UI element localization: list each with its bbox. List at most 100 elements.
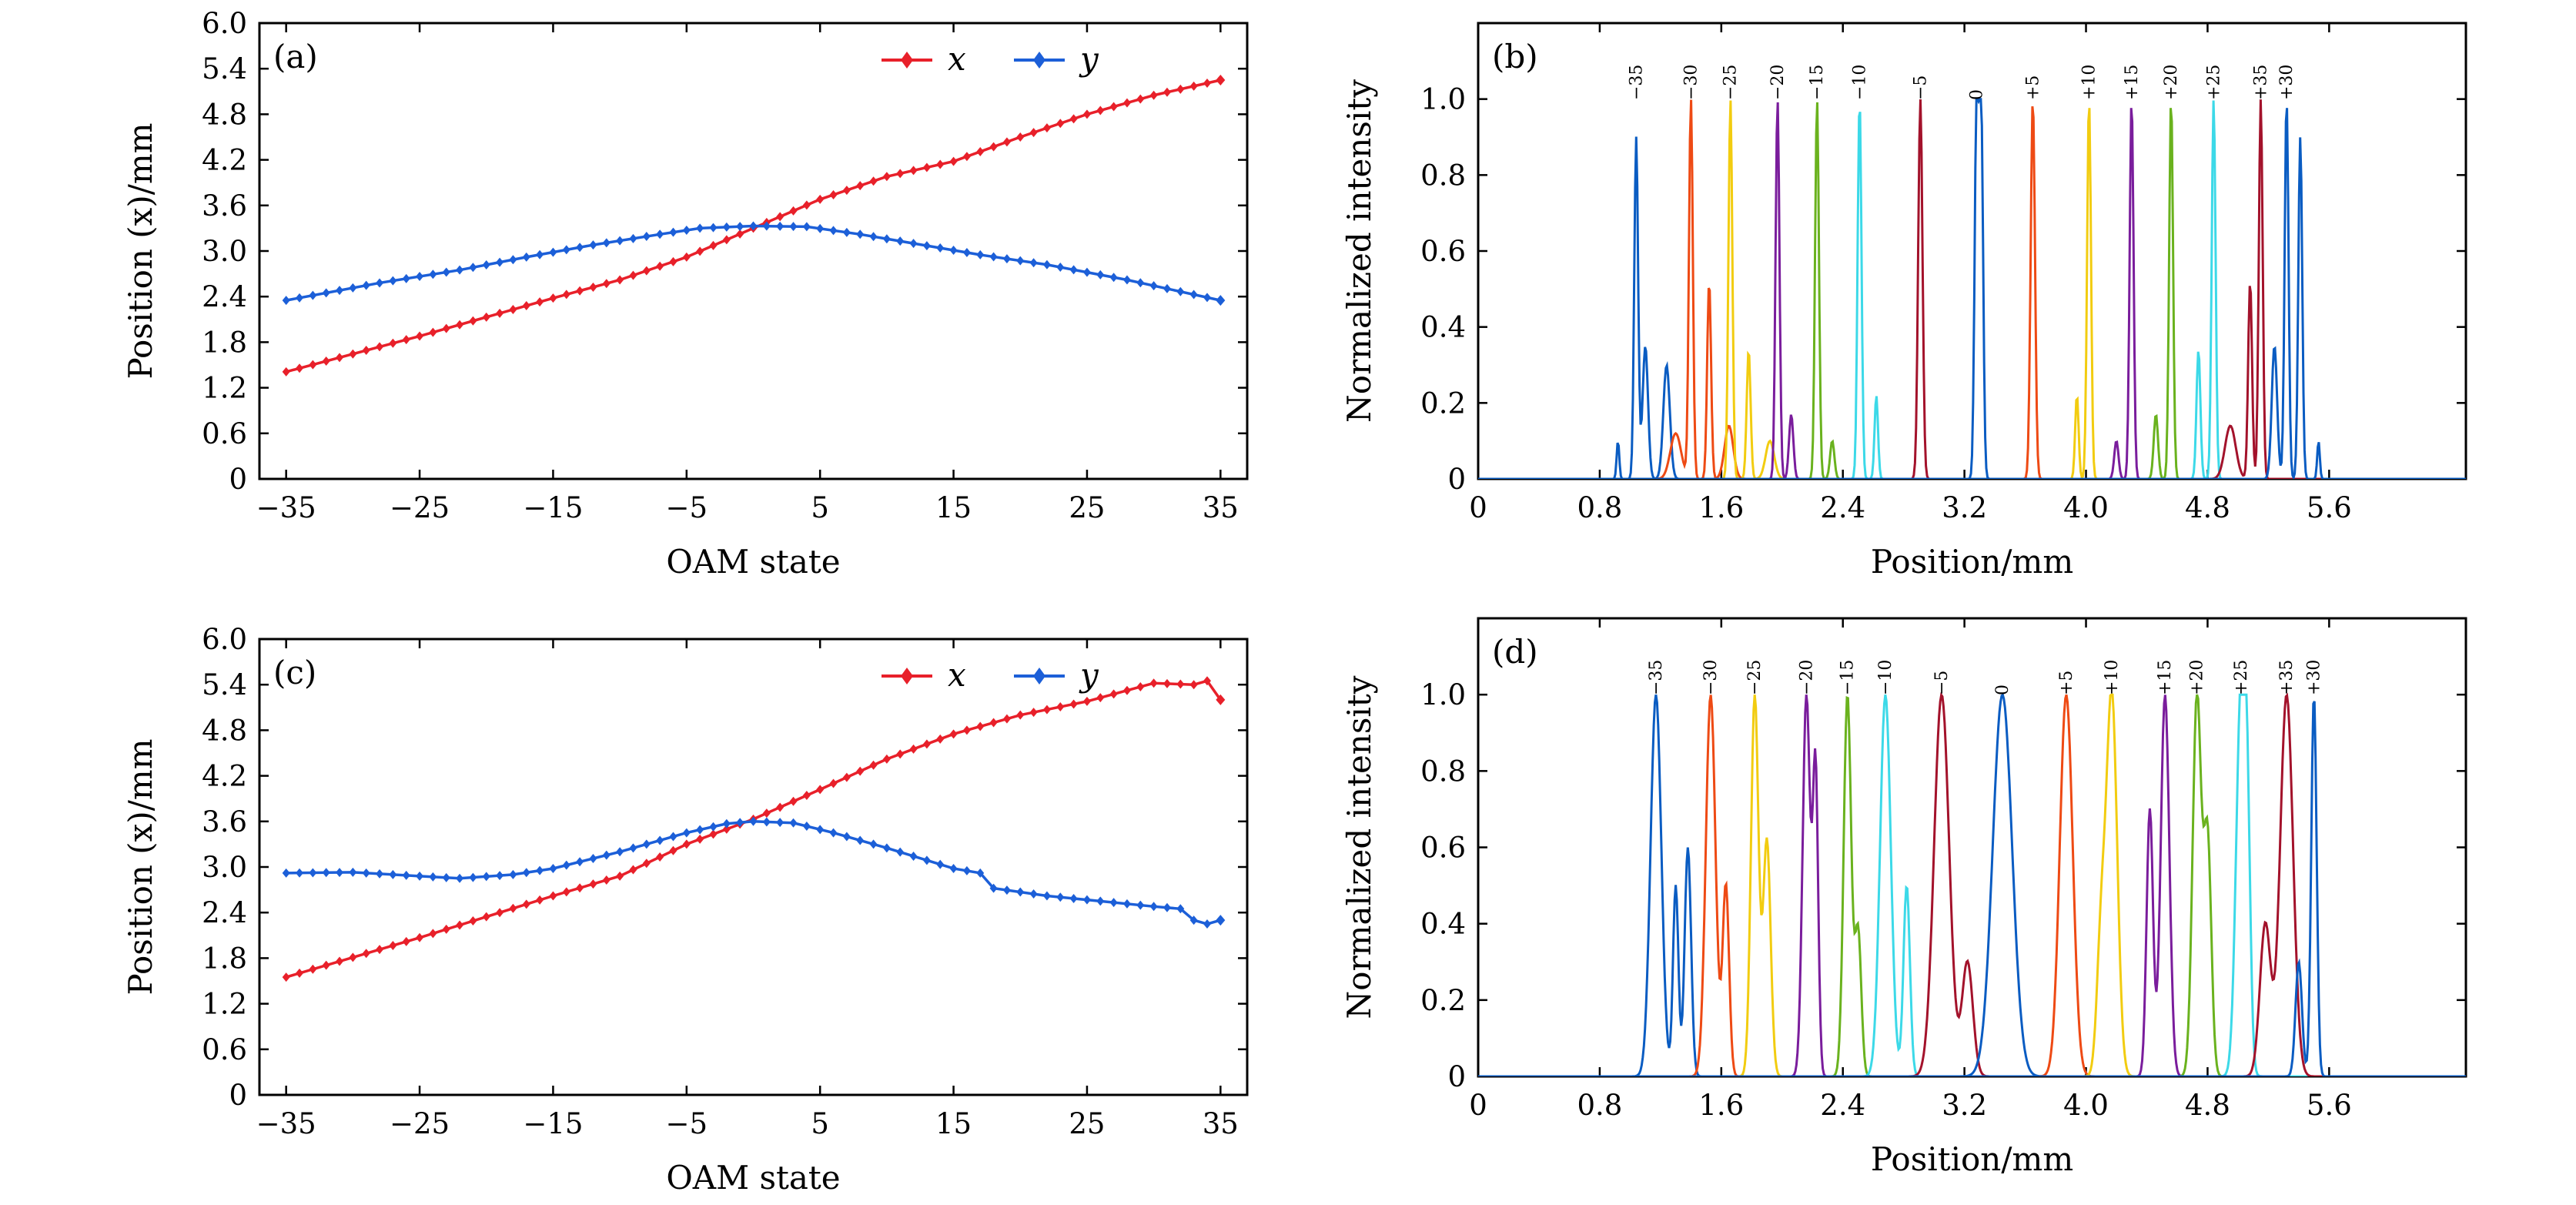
data-point xyxy=(602,850,611,860)
data-point xyxy=(1042,891,1051,901)
data-point xyxy=(322,868,330,878)
data-point xyxy=(309,290,317,300)
y-tick-label: 0 xyxy=(229,463,247,496)
data-point xyxy=(309,868,317,878)
data-point xyxy=(762,808,771,818)
peak-label: −35 xyxy=(1647,660,1666,695)
data-point xyxy=(482,912,490,922)
data-point xyxy=(962,247,971,257)
data-point xyxy=(1056,263,1065,273)
data-point xyxy=(629,843,637,853)
data-point xyxy=(402,870,410,880)
data-point xyxy=(989,142,998,152)
legend-label-x: x xyxy=(948,40,966,78)
data-point xyxy=(1216,75,1226,85)
panel-c: −35 −25 −15 −5 5 15 25 35 0 0.6 1.2 1.8 2.4 3.0 3.6 4.2… xyxy=(122,623,1249,1197)
data-point xyxy=(522,252,530,262)
data-point xyxy=(402,335,410,345)
data-point xyxy=(829,828,838,838)
x-tick-label: 0 xyxy=(1469,1089,1487,1122)
data-point xyxy=(309,360,317,370)
x-tick-label: −5 xyxy=(666,491,708,524)
data-point xyxy=(416,331,424,341)
data-point xyxy=(536,297,544,307)
data-point xyxy=(522,868,530,878)
data-point xyxy=(669,832,677,842)
data-point xyxy=(309,964,317,974)
peak-label: +25 xyxy=(2232,660,2251,695)
data-point xyxy=(722,222,731,232)
data-point xyxy=(709,829,718,839)
data-point xyxy=(1069,893,1078,903)
data-point xyxy=(1069,265,1078,275)
peak-label: 0 xyxy=(1993,685,2012,695)
y-tick-label: 0 xyxy=(1447,1060,1466,1093)
y-tick-label: 4.8 xyxy=(202,98,247,131)
data-point xyxy=(376,342,384,352)
data-point xyxy=(789,796,798,806)
data-point xyxy=(922,162,931,172)
data-point xyxy=(1163,678,1171,688)
data-point xyxy=(442,323,450,333)
data-point xyxy=(829,778,838,788)
data-point xyxy=(536,865,544,875)
data-point xyxy=(909,239,918,249)
data-point xyxy=(1096,693,1105,703)
data-point xyxy=(496,308,504,318)
data-point xyxy=(1216,694,1226,705)
x-tick-label: 0 xyxy=(1469,491,1487,524)
y-tick-label: 5.4 xyxy=(202,52,247,85)
plot-frame xyxy=(258,638,1249,1096)
data-point xyxy=(1163,283,1171,293)
x-tick-label: 4.8 xyxy=(2185,491,2230,524)
data-point xyxy=(1029,128,1038,138)
data-point xyxy=(389,338,397,348)
data-point xyxy=(869,176,878,186)
x-tick-label: 25 xyxy=(1069,491,1105,524)
data-point xyxy=(1082,696,1091,706)
series-line-y xyxy=(286,224,1221,302)
peak-label: +35 xyxy=(2277,660,2297,695)
data-point xyxy=(1109,898,1118,908)
data-point xyxy=(376,945,384,955)
data-point xyxy=(869,839,878,849)
data-point xyxy=(282,296,290,306)
data-point xyxy=(509,903,517,913)
legend-marker-x xyxy=(901,668,913,685)
data-point xyxy=(989,718,998,728)
data-point xyxy=(709,223,718,233)
y-tick-label: 1.2 xyxy=(202,988,247,1021)
data-point xyxy=(509,255,517,265)
x-tick-label: 1.6 xyxy=(1698,491,1744,524)
data-point xyxy=(1002,254,1011,264)
data-point xyxy=(336,353,344,363)
peak-label: +30 xyxy=(2277,65,2297,100)
panel-label-b: (b) xyxy=(1492,38,1538,75)
data-point xyxy=(442,924,450,934)
data-point xyxy=(709,822,718,832)
data-point xyxy=(1042,705,1051,715)
data-point xyxy=(1042,123,1051,133)
y-tick-label: 0.8 xyxy=(1420,159,1466,192)
legend-marker-x xyxy=(901,52,913,69)
data-point xyxy=(629,270,637,280)
data-point xyxy=(722,824,731,834)
data-point xyxy=(429,872,437,882)
data-point xyxy=(949,863,958,873)
data-point xyxy=(1163,902,1171,912)
data-point xyxy=(1122,899,1131,909)
y-tick-label: 0.6 xyxy=(1420,832,1466,865)
data-point xyxy=(802,822,811,832)
legend-label-y: y xyxy=(1079,40,1099,78)
data-point xyxy=(749,816,758,826)
data-point xyxy=(1149,678,1158,688)
data-point xyxy=(869,760,878,770)
data-point xyxy=(349,349,357,359)
y-tick-label: 0.8 xyxy=(1420,755,1466,788)
data-point xyxy=(429,269,437,279)
data-point xyxy=(829,226,838,236)
data-point xyxy=(429,929,437,939)
peak-label: +15 xyxy=(2156,660,2175,695)
x-tick-label: −35 xyxy=(256,1107,316,1140)
